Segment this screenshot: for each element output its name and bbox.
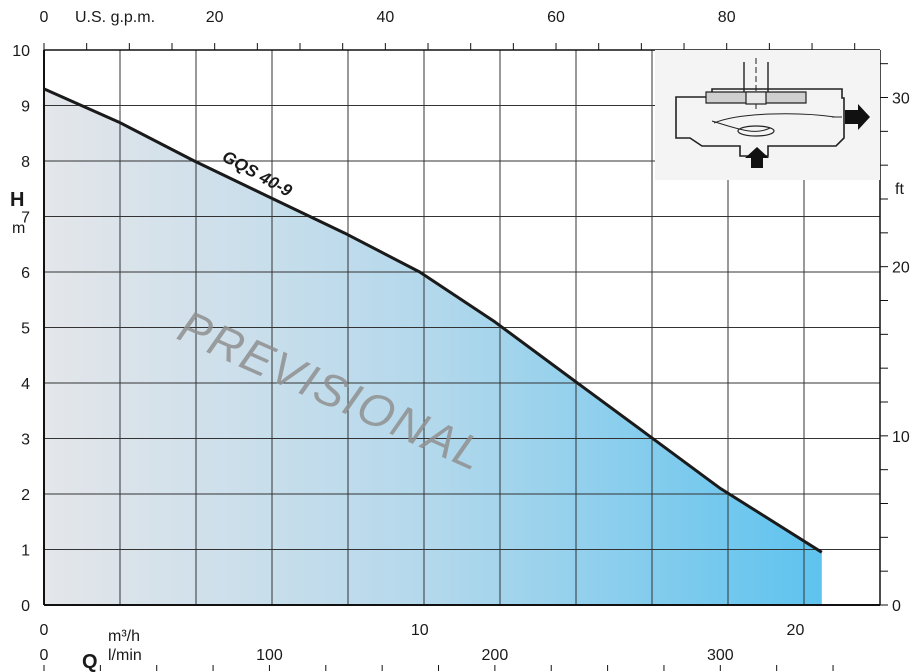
y-tick-label-ft: 20 bbox=[892, 260, 910, 277]
x-unit-secondary: l/min bbox=[108, 647, 142, 664]
x-tick-label-gpm: 40 bbox=[376, 9, 394, 26]
x-tick-label-gpm: 0 bbox=[40, 9, 49, 26]
y-tick-label-m: 8 bbox=[21, 154, 30, 171]
x-axis-label: Q bbox=[82, 651, 98, 672]
x-tick-label-gpm: 20 bbox=[206, 9, 224, 26]
x-unit-primary: m³/h bbox=[108, 628, 140, 645]
pump-diagram-inset bbox=[655, 50, 880, 180]
x-tick-label-m3h: 20 bbox=[787, 622, 805, 639]
area-path bbox=[44, 88, 822, 605]
series-line-gqs-40-9 bbox=[43, 87, 823, 554]
y-tick-label-m: 2 bbox=[21, 487, 30, 504]
y-tick-label-m: 1 bbox=[21, 543, 30, 560]
x-tick-label-lmin: 0 bbox=[40, 647, 49, 664]
y-tick-label-m: 9 bbox=[21, 99, 30, 116]
x-tick-label-m3h: 0 bbox=[40, 622, 49, 639]
x-tick-label-lmin: 100 bbox=[256, 647, 283, 664]
x-tick-label-m3h: 10 bbox=[411, 622, 429, 639]
y-tick-label-m: 0 bbox=[21, 598, 30, 615]
x-tick-label-gpm: 60 bbox=[547, 9, 565, 26]
y-tick-label-ft: 10 bbox=[892, 429, 910, 446]
y-tick-label-m: 7 bbox=[21, 210, 30, 227]
curve-layer bbox=[43, 87, 823, 554]
y-tick-label-m: 5 bbox=[21, 321, 30, 338]
x-tick-label-lmin: 300 bbox=[707, 647, 734, 664]
x-tick-label-lmin: 200 bbox=[482, 647, 509, 664]
y-tick-label-ft: 0 bbox=[892, 598, 901, 615]
y-tick-label-m: 6 bbox=[21, 265, 30, 282]
x-unit-top: U.S. g.p.m. bbox=[75, 9, 155, 26]
y-tick-label-m: 3 bbox=[21, 432, 30, 449]
y-tick-label-m: 4 bbox=[21, 376, 30, 393]
y-tick-label-ft: 30 bbox=[892, 91, 910, 108]
y-unit-left: m bbox=[12, 220, 25, 237]
y-tick-label-m: 10 bbox=[12, 43, 30, 60]
x-tick-label-gpm: 80 bbox=[718, 9, 736, 26]
curve-area-fill bbox=[44, 88, 822, 605]
y-unit-right: ft bbox=[895, 181, 904, 198]
y-axis-label: H bbox=[10, 189, 24, 211]
